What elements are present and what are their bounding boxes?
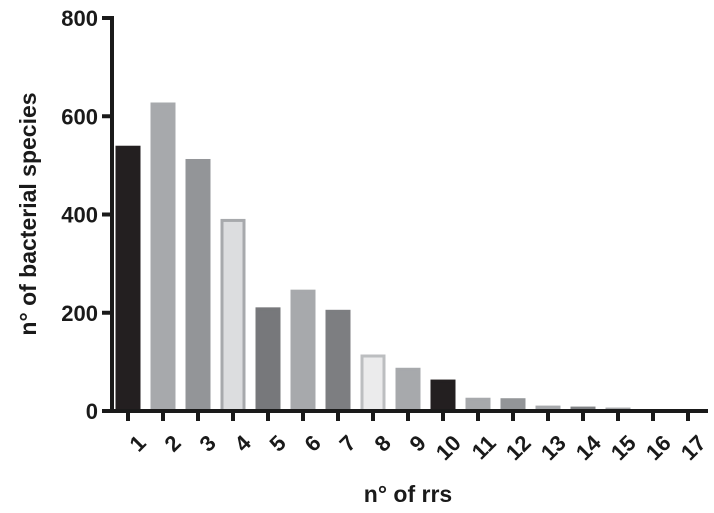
bars-group bbox=[115, 102, 666, 413]
bar-7 bbox=[325, 309, 351, 413]
x-tick-label: 13 bbox=[536, 430, 571, 465]
y-axis-ticks: 0 200 400 600 800 bbox=[61, 6, 112, 424]
bar-5 bbox=[255, 307, 281, 413]
x-tick-label: 10 bbox=[431, 430, 466, 465]
x-tick-label: 14 bbox=[571, 430, 607, 466]
x-tick-label: 17 bbox=[676, 430, 711, 465]
x-tick-label: 15 bbox=[606, 430, 641, 465]
x-tick-label: 1 bbox=[125, 430, 151, 456]
x-tick-label: 4 bbox=[230, 430, 257, 457]
x-tick-label: 2 bbox=[160, 430, 186, 456]
x-axis-title: n° of rrs bbox=[364, 481, 452, 507]
bar-10 bbox=[430, 379, 456, 413]
y-tick-label: 0 bbox=[86, 399, 98, 424]
x-tick-label: 8 bbox=[370, 430, 396, 456]
x-tick-label: 5 bbox=[265, 430, 291, 456]
x-tick-label: 3 bbox=[195, 430, 221, 456]
y-tick-label: 600 bbox=[61, 104, 98, 129]
bar-8 bbox=[360, 354, 386, 413]
bar-2 bbox=[150, 102, 176, 413]
x-tick-label: 9 bbox=[405, 430, 431, 456]
bar-3 bbox=[185, 158, 211, 413]
x-tick-label: 12 bbox=[501, 430, 536, 465]
y-axis-title: n° of bacterial species bbox=[15, 92, 41, 335]
bar-6 bbox=[290, 289, 316, 413]
x-tick-label: 11 bbox=[467, 430, 501, 464]
y-tick-label: 200 bbox=[61, 301, 98, 326]
x-tick-label: 7 bbox=[335, 430, 361, 456]
bar-4 bbox=[220, 218, 246, 413]
bar-1 bbox=[115, 145, 141, 413]
y-tick-label: 400 bbox=[61, 203, 98, 228]
x-tick-label: 6 bbox=[300, 430, 326, 456]
bar-9 bbox=[395, 367, 421, 413]
y-tick-label: 800 bbox=[61, 6, 98, 31]
x-tick-label: 16 bbox=[641, 430, 676, 465]
x-axis-ticks: 1 2 3 4 5 6 7 8 9 10 11 12 13 14 15 16 17 bbox=[125, 411, 711, 465]
